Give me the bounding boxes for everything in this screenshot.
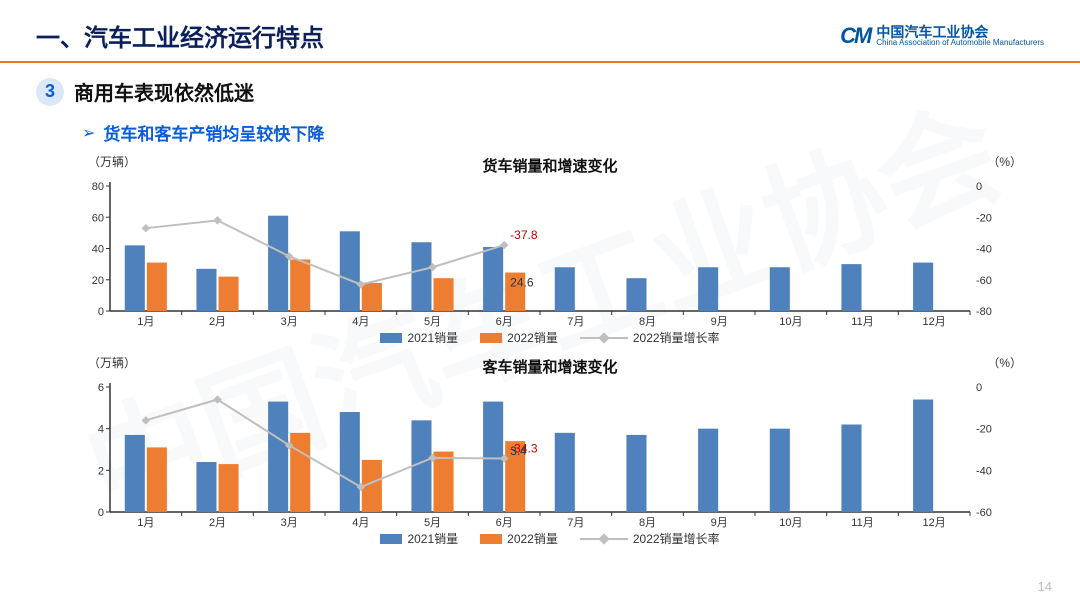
svg-text:8月: 8月 (639, 316, 656, 328)
page-number: 14 (1038, 579, 1052, 594)
legend-2022: 2022销量 (507, 329, 558, 346)
svg-text:20: 20 (92, 275, 104, 287)
bullet-icon: ➢ (82, 123, 95, 143)
svg-text:1月: 1月 (137, 316, 154, 328)
legend-growth: 2022销量增长率 (633, 329, 720, 346)
svg-text:0: 0 (976, 382, 982, 394)
svg-text:-60: -60 (976, 275, 992, 287)
svg-text:60: 60 (92, 212, 104, 224)
chart2-svg: 0 2 4 6 -60 -40 -20 0 1月 2月 3月 4月 5月 6月 7月 8月 9月 10月 11月 12… (70, 377, 1010, 532)
svg-text:6月: 6月 (496, 517, 513, 529)
section-subtitle-row: ➢ 货车和客车产销均呈较快下降 (82, 120, 1044, 145)
legend-swatch-growth (580, 535, 628, 543)
chart1-y-right-unit: （%） (987, 153, 1022, 170)
svg-text:3.4: 3.4 (510, 444, 527, 458)
svg-text:7月: 7月 (567, 316, 584, 328)
svg-text:-40: -40 (976, 244, 992, 256)
svg-text:24.6: 24.6 (510, 276, 534, 290)
svg-text:0: 0 (98, 507, 104, 519)
svg-text:9月: 9月 (711, 517, 728, 529)
legend-swatch-2022 (480, 534, 502, 544)
chart1-title: 货车销量和增速变化 (70, 155, 1030, 176)
bus-chart: （万辆） （%） 客车销量和增速变化 0 2 4 6 -60 -40 -20 0 1月 2月 3月 4… (70, 356, 1030, 547)
legend-swatch-2021 (380, 534, 402, 544)
svg-text:3月: 3月 (281, 316, 298, 328)
svg-text:9月: 9月 (711, 316, 728, 328)
svg-text:4: 4 (98, 424, 104, 436)
logo-mark-icon: CM (840, 23, 870, 49)
svg-text:2月: 2月 (209, 517, 226, 529)
svg-text:2: 2 (98, 465, 104, 477)
svg-text:-20: -20 (976, 212, 992, 224)
svg-text:1月: 1月 (137, 517, 154, 529)
svg-text:-40: -40 (976, 465, 992, 477)
svg-text:0: 0 (98, 306, 104, 318)
legend-2021: 2021销量 (407, 329, 458, 346)
svg-text:12月: 12月 (923, 316, 946, 328)
section-heading: 3 商用车表现依然低迷 (36, 77, 1044, 106)
logo: CM 中国汽车工业协会 China Association of Automob… (840, 23, 1044, 49)
legend-swatch-growth (580, 334, 628, 342)
section-subtitle: 货车和客车产销均呈较快下降 (103, 120, 324, 145)
svg-text:2月: 2月 (209, 316, 226, 328)
svg-text:11月: 11月 (851, 316, 873, 328)
svg-text:6月: 6月 (496, 316, 513, 328)
chart1-svg: 0 20 40 60 80 -80 -60 -40 -20 0 1月 2月 3月 4月 5月 6月 7月 8月 9月… (70, 176, 1010, 331)
svg-text:4月: 4月 (352, 517, 369, 529)
chart2-title: 客车销量和增速变化 (70, 356, 1030, 377)
legend-growth: 2022销量增长率 (633, 530, 720, 547)
svg-text:10月: 10月 (779, 517, 802, 529)
legend-swatch-2021 (380, 333, 402, 343)
svg-text:80: 80 (92, 181, 104, 193)
svg-text:3月: 3月 (281, 517, 298, 529)
chart2-legend: 2021销量 2022销量 2022销量增长率 (70, 530, 1030, 547)
svg-text:5月: 5月 (424, 316, 441, 328)
svg-text:10月: 10月 (779, 316, 802, 328)
section-title: 商用车表现依然低迷 (74, 77, 254, 106)
svg-text:40: 40 (92, 244, 104, 256)
chart1-y-left-unit: （万辆） (88, 153, 136, 170)
svg-text:12月: 12月 (923, 517, 946, 529)
chart1-legend: 2021销量 2022销量 2022销量增长率 (70, 329, 1030, 346)
legend-swatch-2022 (480, 333, 502, 343)
svg-text:0: 0 (976, 181, 982, 193)
svg-text:6: 6 (98, 382, 104, 394)
svg-text:-37.8: -37.8 (510, 228, 538, 242)
chart2-y-left-unit: （万辆） (88, 354, 136, 371)
svg-text:-80: -80 (976, 306, 992, 318)
svg-text:4月: 4月 (352, 316, 369, 328)
chart2-y-right-unit: （%） (987, 354, 1022, 371)
page-title: 一、汽车工业经济运行特点 (36, 18, 324, 53)
section-number: 3 (36, 78, 64, 106)
svg-text:-60: -60 (976, 507, 992, 519)
logo-en: China Association of Automobile Manufact… (876, 39, 1044, 47)
truck-chart: （万辆） （%） 货车销量和增速变化 0 20 40 60 80 -80 -60 -40 -20… (70, 155, 1030, 346)
logo-cn: 中国汽车工业协会 (876, 25, 1044, 39)
header: 一、汽车工业经济运行特点 CM 中国汽车工业协会 China Associati… (0, 0, 1080, 61)
svg-text:7月: 7月 (567, 517, 584, 529)
svg-text:11月: 11月 (851, 517, 873, 529)
svg-text:-20: -20 (976, 424, 992, 436)
svg-text:8月: 8月 (639, 517, 656, 529)
legend-2022: 2022销量 (507, 530, 558, 547)
legend-2021: 2021销量 (407, 530, 458, 547)
svg-text:5月: 5月 (424, 517, 441, 529)
